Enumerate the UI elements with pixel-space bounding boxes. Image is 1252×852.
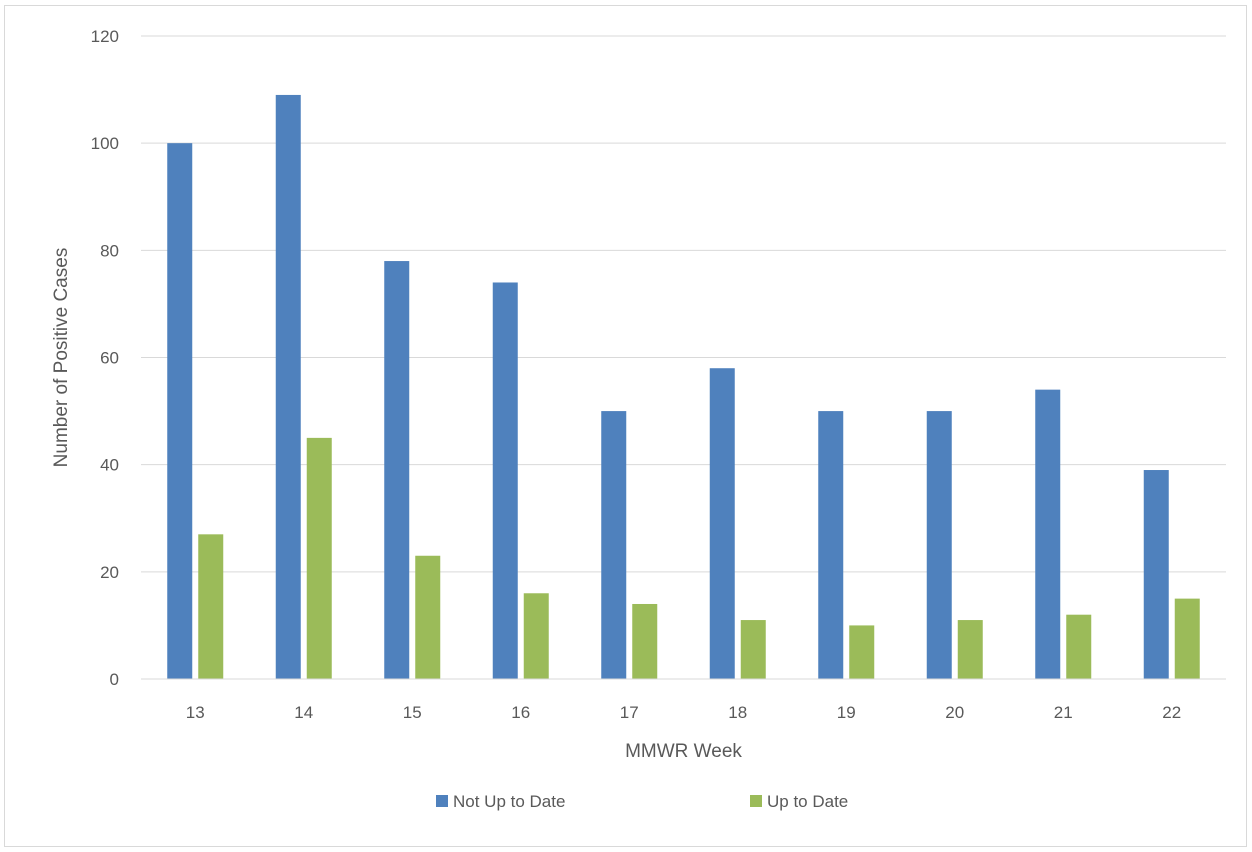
legend: Not Up to Date Up to Date bbox=[436, 792, 848, 811]
bar-up-to-date-week-16 bbox=[523, 593, 549, 679]
gridlines bbox=[141, 35, 1226, 573]
x-tick-label: 15 bbox=[403, 703, 422, 722]
bar-not-up-to-date-week-18 bbox=[709, 368, 735, 679]
legend-swatch-not-up-to-date bbox=[436, 795, 448, 807]
y-axis-title: Number of Positive Cases bbox=[51, 248, 72, 468]
x-tick-label: 20 bbox=[945, 703, 964, 722]
bar-not-up-to-date-week-21 bbox=[1035, 389, 1061, 679]
bar-not-up-to-date-week-22 bbox=[1143, 470, 1169, 679]
bar-up-to-date-week-20 bbox=[957, 620, 983, 679]
y-tick-label: 20 bbox=[100, 563, 119, 582]
bar-up-to-date-week-22 bbox=[1174, 598, 1200, 679]
legend-label-not-up-to-date: Not Up to Date bbox=[453, 792, 565, 811]
legend-swatch-up-to-date bbox=[750, 795, 762, 807]
bar-up-to-date-week-21 bbox=[1066, 614, 1092, 679]
x-axis-tick-labels: 13 14 15 16 17 18 19 20 21 22 bbox=[186, 703, 1181, 722]
y-tick-label: 40 bbox=[100, 456, 119, 475]
x-tick-label: 18 bbox=[728, 703, 747, 722]
x-tick-label: 16 bbox=[511, 703, 530, 722]
x-tick-label: 13 bbox=[186, 703, 205, 722]
bar-up-to-date-week-18 bbox=[740, 620, 766, 679]
bar-not-up-to-date-week-15 bbox=[384, 261, 410, 679]
bar-up-to-date-week-19 bbox=[849, 625, 875, 679]
bar-not-up-to-date-week-19 bbox=[818, 411, 844, 679]
x-tick-label: 21 bbox=[1054, 703, 1073, 722]
bar-not-up-to-date-week-14 bbox=[275, 94, 301, 680]
y-tick-label: 60 bbox=[100, 349, 119, 368]
y-tick-label: 100 bbox=[91, 134, 119, 153]
x-tick-label: 14 bbox=[294, 703, 313, 722]
x-tick-label: 19 bbox=[837, 703, 856, 722]
bar-not-up-to-date-week-16 bbox=[492, 282, 518, 679]
y-tick-label: 80 bbox=[100, 241, 119, 260]
x-tick-label: 22 bbox=[1162, 703, 1181, 722]
y-axis-tick-labels: 0 20 40 60 80 100 120 bbox=[91, 27, 119, 689]
bar-up-to-date-week-14 bbox=[306, 437, 332, 679]
y-tick-label: 120 bbox=[91, 27, 119, 46]
x-axis-title: MMWR Week bbox=[625, 741, 742, 762]
legend-label-up-to-date: Up to Date bbox=[767, 792, 848, 811]
x-tick-label: 17 bbox=[620, 703, 639, 722]
bar-not-up-to-date-week-13 bbox=[167, 143, 193, 679]
bar-not-up-to-date-week-20 bbox=[926, 411, 952, 679]
bar-up-to-date-week-13 bbox=[198, 534, 224, 679]
bar-not-up-to-date-week-17 bbox=[601, 411, 627, 679]
bar-up-to-date-week-15 bbox=[415, 555, 441, 679]
y-tick-label: 0 bbox=[110, 670, 119, 689]
bar-up-to-date-week-17 bbox=[632, 603, 658, 679]
bars bbox=[167, 94, 1200, 680]
